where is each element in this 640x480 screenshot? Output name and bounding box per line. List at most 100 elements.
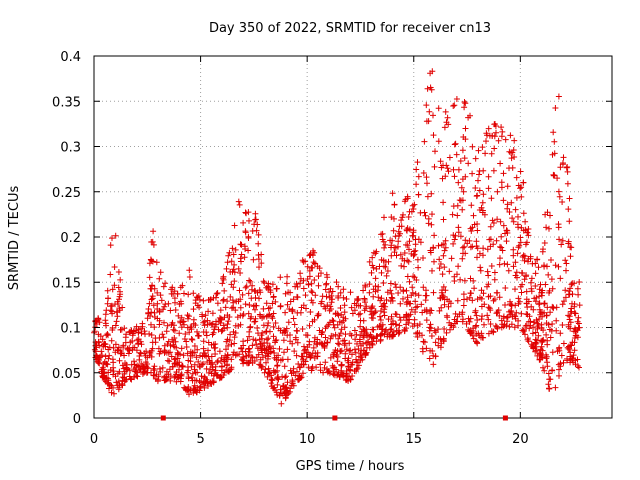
data-point	[391, 201, 398, 208]
data-point	[223, 346, 229, 353]
data-point	[372, 308, 379, 315]
data-point	[351, 307, 358, 314]
data-point	[424, 193, 431, 200]
data-point	[353, 331, 360, 338]
data-point	[163, 328, 170, 335]
data-point	[249, 282, 256, 289]
data-point	[347, 289, 354, 296]
data-point	[406, 226, 413, 233]
data-point	[403, 299, 410, 306]
data-point	[336, 341, 343, 348]
data-point	[413, 166, 420, 173]
data-point	[397, 251, 404, 258]
data-point	[247, 324, 254, 331]
data-point	[282, 394, 289, 401]
data-point	[351, 327, 358, 334]
data-point	[473, 312, 480, 319]
data-point	[455, 166, 462, 173]
data-point	[311, 260, 318, 267]
data-point	[107, 271, 114, 278]
data-point	[530, 345, 537, 352]
data-point	[426, 355, 433, 362]
data-point	[126, 373, 133, 380]
data-point	[245, 247, 252, 254]
data-point	[134, 373, 141, 380]
data-point	[410, 273, 417, 280]
data-point	[556, 193, 563, 200]
data-point	[440, 283, 447, 290]
data-point	[548, 276, 555, 283]
data-point	[354, 365, 361, 372]
data-point	[480, 252, 486, 259]
data-point	[131, 358, 137, 365]
data-point	[303, 305, 309, 312]
data-point	[428, 221, 435, 228]
data-point	[436, 265, 443, 272]
data-point	[472, 307, 479, 314]
data-point	[332, 331, 339, 338]
data-point	[151, 324, 158, 331]
data-point	[412, 309, 419, 315]
data-point	[539, 339, 546, 345]
data-point	[441, 296, 448, 303]
data-point	[504, 261, 511, 268]
data-point	[385, 330, 391, 336]
data-point	[500, 197, 507, 204]
data-point	[504, 318, 511, 325]
data-point	[435, 242, 442, 249]
data-point	[322, 286, 329, 293]
data-point	[196, 304, 203, 311]
data-point	[442, 287, 449, 294]
data-point	[440, 338, 447, 345]
data-point	[253, 341, 260, 348]
data-point	[287, 332, 293, 338]
data-point	[273, 389, 280, 396]
data-point	[340, 338, 346, 344]
data-point	[567, 353, 574, 360]
data-point	[546, 225, 552, 232]
data-point	[327, 354, 334, 361]
data-point	[474, 227, 481, 234]
data-point	[357, 310, 364, 317]
data-point	[574, 285, 581, 292]
data-point	[254, 221, 261, 228]
data-point	[408, 306, 415, 313]
data-point	[368, 340, 375, 347]
data-point	[440, 252, 447, 259]
data-point	[236, 287, 243, 294]
data-point	[449, 211, 456, 218]
data-point	[213, 290, 220, 297]
data-point	[539, 354, 546, 361]
data-point	[422, 212, 429, 219]
data-point	[285, 319, 292, 326]
data-point	[377, 313, 383, 320]
data-point	[262, 352, 269, 359]
data-point	[335, 283, 342, 290]
data-point	[536, 301, 542, 308]
data-point	[178, 363, 185, 370]
data-point	[253, 227, 260, 234]
data-point	[290, 365, 297, 372]
data-point	[444, 114, 451, 121]
data-point	[247, 278, 254, 285]
data-point	[165, 349, 172, 356]
data-point	[484, 268, 491, 275]
data-point	[279, 356, 286, 363]
data-point	[231, 222, 238, 229]
data-point	[322, 305, 329, 312]
data-point	[448, 255, 455, 262]
data-point	[529, 260, 536, 267]
data-point	[547, 334, 554, 341]
data-point	[338, 361, 345, 368]
data-point	[420, 170, 427, 176]
data-point	[156, 350, 163, 357]
data-point	[394, 243, 401, 250]
data-point	[99, 352, 105, 359]
data-point	[440, 241, 447, 247]
data-point	[466, 237, 473, 244]
data-point	[549, 321, 556, 327]
data-point	[377, 297, 384, 304]
data-point	[487, 223, 494, 230]
data-point	[102, 353, 109, 360]
